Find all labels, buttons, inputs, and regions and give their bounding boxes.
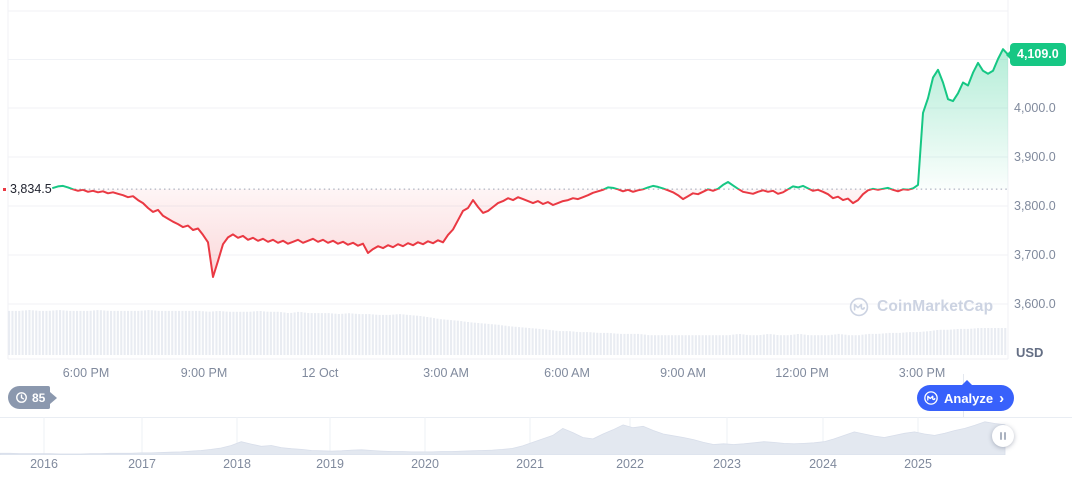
x-axis-tick-label: 6:00 AM [544, 366, 590, 380]
year-tick-label: 2022 [616, 457, 644, 471]
analyze-label: Analyze [944, 390, 994, 406]
watermark-text: CoinMarketCap [877, 298, 994, 315]
y-axis-tick-label: 3,700.0 [1014, 248, 1056, 262]
y-axis-tick-label: 4,000.0 [1014, 101, 1056, 115]
x-axis-tick-label: 3:00 AM [423, 366, 469, 380]
analysis-score-value: 85 [32, 390, 46, 405]
last-price-value: 4,109.0 [1017, 47, 1059, 61]
x-axis-tick-label: 6:00 PM [62, 366, 110, 380]
x-axis-tick-label: 9:00 PM [180, 366, 228, 380]
baseline-price-label: 3,834.5 [3, 182, 52, 196]
x-axis-tick-label: 9:00 AM [660, 366, 706, 380]
x-axis-tick-label: 12:00 PM [775, 366, 829, 380]
year-tick-label: 2023 [713, 457, 741, 471]
range-selector-chart[interactable] [0, 417, 1072, 455]
chevron-right-icon: › [999, 389, 1005, 407]
year-tick-label: 2020 [411, 457, 439, 471]
last-price-badge: 4,109.0 [1006, 43, 1066, 66]
analyze-button[interactable]: Analyze › [917, 380, 1015, 411]
history-clock-icon [16, 392, 27, 403]
baseline-price-value: 3,834.5 [10, 182, 52, 196]
year-tick-label: 2016 [30, 457, 58, 471]
y-axis-tick-label: 3,900.0 [1014, 150, 1056, 164]
year-tick-label: 2019 [316, 457, 344, 471]
year-tick-label: 2018 [223, 457, 251, 471]
coinmarketcap-logo-icon [924, 391, 938, 405]
price-chart-canvas[interactable] [0, 0, 1072, 417]
year-tick-label: 2025 [904, 457, 932, 471]
baseline-price-dot [3, 187, 6, 191]
year-tick-label: 2021 [516, 457, 544, 471]
x-axis-tick-label: 12 Oct [301, 366, 339, 380]
range-selector-handle[interactable] [992, 425, 1014, 447]
x-axis-tick-label: 3:00 PM [898, 366, 946, 380]
year-tick-label: 2024 [809, 457, 837, 471]
y-axis-tick-label: 3,800.0 [1014, 199, 1056, 213]
coinmarketcap-logo-icon [849, 297, 869, 317]
y-axis-tick-label: 3,600.0 [1014, 297, 1056, 311]
year-tick-label: 2017 [128, 457, 156, 471]
analysis-score-badge[interactable]: 85 [8, 386, 51, 409]
coinmarketcap-watermark: CoinMarketCap [848, 296, 993, 318]
currency-label: USD [1016, 345, 1044, 360]
